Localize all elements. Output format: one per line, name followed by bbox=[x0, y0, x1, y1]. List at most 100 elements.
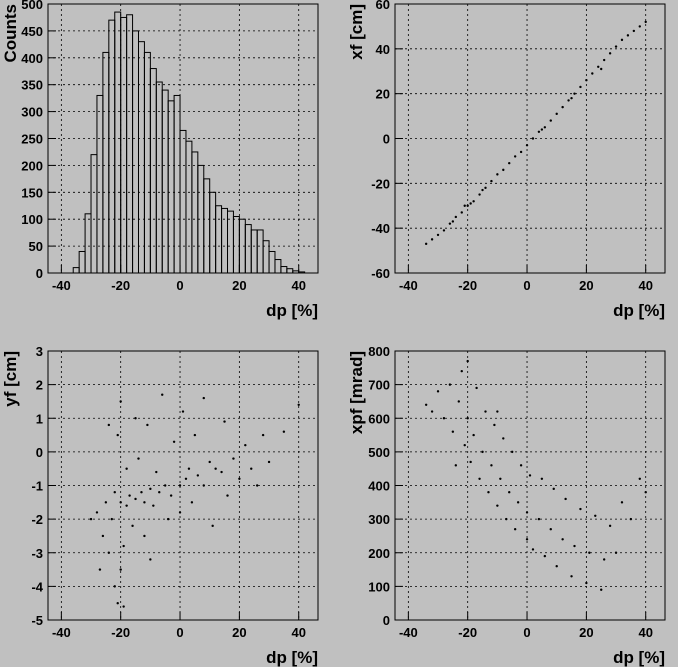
scatter-point bbox=[101, 534, 105, 538]
scatter-point bbox=[211, 524, 214, 528]
scatter-point bbox=[110, 517, 113, 521]
scatter-point bbox=[493, 423, 496, 427]
scatter-point bbox=[525, 144, 529, 147]
scatter-point bbox=[430, 238, 434, 241]
x-tick-label: 0 bbox=[176, 625, 183, 640]
scatter-point bbox=[181, 410, 185, 413]
scatter-point bbox=[116, 601, 119, 605]
y-tick-label: 3 bbox=[36, 344, 43, 359]
y-tick-label: 600 bbox=[368, 411, 390, 426]
scatter-point bbox=[98, 568, 102, 571]
scatter-point bbox=[629, 517, 633, 521]
x-tick-label: 40 bbox=[638, 625, 652, 640]
y-axis-label: yf [cm] bbox=[1, 351, 20, 407]
scatter-point bbox=[255, 484, 259, 487]
scatter-point bbox=[119, 400, 122, 403]
scatter-point bbox=[457, 400, 460, 403]
scatter-point bbox=[282, 430, 286, 433]
scatter-point bbox=[549, 528, 552, 531]
scatter-point bbox=[508, 491, 511, 494]
x-tick-label: 0 bbox=[523, 278, 530, 293]
y-tick-label: 350 bbox=[21, 78, 43, 93]
scatter-point bbox=[499, 477, 502, 480]
y-tick-label: -3 bbox=[31, 546, 43, 561]
scatter-point bbox=[496, 173, 499, 176]
y-tick-label: 500 bbox=[21, 0, 43, 12]
scatter-point bbox=[475, 386, 478, 390]
scatter-point bbox=[481, 450, 484, 454]
scatter-point bbox=[555, 112, 558, 116]
scatter-point bbox=[585, 581, 588, 585]
scatter-point bbox=[107, 551, 111, 554]
scatter-point bbox=[537, 517, 541, 521]
scatter-point bbox=[261, 433, 265, 437]
y-tick-label: -4 bbox=[31, 579, 43, 594]
scatter-point bbox=[608, 524, 612, 528]
scatter-point bbox=[226, 494, 229, 497]
scatter-point bbox=[297, 403, 300, 406]
y-tick-label: -60 bbox=[371, 266, 390, 281]
y-tick-label: 0 bbox=[383, 132, 390, 147]
scatter-point bbox=[490, 464, 493, 467]
scatter-point bbox=[528, 474, 532, 477]
x-tick-label: 0 bbox=[176, 278, 183, 293]
scatter-point bbox=[519, 150, 523, 154]
y-tick-label: -40 bbox=[371, 221, 390, 236]
scatter-point bbox=[436, 233, 440, 237]
scatter-point bbox=[424, 242, 428, 246]
y-tick-label: 0 bbox=[36, 266, 43, 281]
y-tick-label: 500 bbox=[368, 445, 390, 460]
scatter-point bbox=[478, 193, 481, 196]
scatter-point bbox=[626, 34, 630, 37]
scatter-point bbox=[119, 568, 122, 571]
scatter-point bbox=[442, 417, 446, 420]
scatter-point bbox=[244, 443, 247, 447]
plot-frame bbox=[47, 350, 319, 621]
scatter-point bbox=[487, 491, 490, 494]
scatter-point bbox=[469, 202, 472, 205]
y-tick-label: 1 bbox=[36, 411, 43, 426]
scatter-point bbox=[463, 443, 466, 447]
y-tick-label: 100 bbox=[368, 579, 390, 594]
scatter-point bbox=[579, 85, 582, 89]
scatter-point bbox=[638, 477, 641, 480]
scatter-point bbox=[579, 507, 582, 511]
scatter-point bbox=[466, 417, 469, 420]
y-tick-label: -5 bbox=[31, 613, 43, 628]
scatter-point bbox=[196, 474, 200, 477]
scatter-point bbox=[178, 484, 182, 487]
scatter-point bbox=[644, 491, 647, 494]
scatter-point bbox=[594, 514, 597, 517]
scatter-point bbox=[140, 491, 143, 494]
y-tick-label: 800 bbox=[368, 344, 390, 359]
scatter-point bbox=[597, 65, 600, 68]
scatter-point bbox=[540, 128, 544, 131]
scatter-point bbox=[113, 585, 116, 588]
scatter-point bbox=[104, 501, 108, 504]
scatter-point bbox=[137, 457, 140, 460]
x-tick-label: -20 bbox=[111, 278, 130, 293]
scatter-point bbox=[484, 410, 487, 413]
scatter-point bbox=[146, 423, 149, 427]
scatter-point bbox=[122, 544, 125, 548]
scatter-point bbox=[543, 126, 547, 129]
scatter-point bbox=[193, 433, 197, 437]
scatter-point bbox=[469, 460, 472, 464]
scatter-point bbox=[502, 168, 505, 172]
y-tick-label: -20 bbox=[371, 176, 390, 191]
scatter-point bbox=[424, 403, 428, 406]
scatter-point bbox=[620, 38, 624, 42]
scatter-point bbox=[89, 517, 93, 521]
scatter-point bbox=[214, 467, 217, 470]
x-tick-label: 40 bbox=[638, 278, 652, 293]
scatter-point bbox=[451, 430, 455, 433]
scatter-point bbox=[531, 548, 535, 551]
scatter-point bbox=[555, 565, 558, 568]
scatter-point bbox=[496, 410, 499, 413]
x-tick-label: -20 bbox=[458, 625, 477, 640]
scatter-point bbox=[472, 433, 475, 437]
scatter-point bbox=[484, 186, 487, 190]
scatter-point bbox=[134, 417, 137, 420]
